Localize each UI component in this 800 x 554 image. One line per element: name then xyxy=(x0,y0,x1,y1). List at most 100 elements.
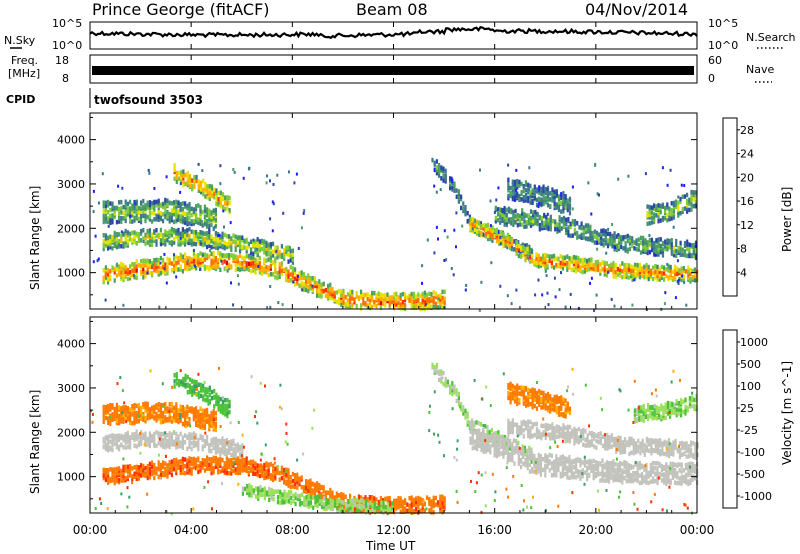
power-speckle xyxy=(437,297,440,301)
power-cell xyxy=(694,201,697,207)
power-speckle xyxy=(276,173,279,177)
velocity-cell xyxy=(219,447,222,452)
velocity-cell xyxy=(181,459,184,464)
power-cell xyxy=(146,200,149,206)
power-cell xyxy=(195,178,198,184)
power-cell xyxy=(206,224,209,229)
power-cell xyxy=(192,254,195,259)
power-speckle xyxy=(506,294,509,298)
velocity-cell xyxy=(480,431,483,437)
power-cell xyxy=(219,255,222,261)
power-cell xyxy=(212,216,215,221)
velocity-cell xyxy=(188,377,192,382)
velocity-cell xyxy=(269,462,272,467)
power-cell xyxy=(528,249,531,254)
noise-panel: N.Sky 10^5 10^0 10^5 10^0 N.Search xyxy=(4,17,796,52)
power-cell xyxy=(192,218,195,224)
velocity-cell xyxy=(107,420,110,425)
power-cell xyxy=(247,266,250,272)
velocity-cell xyxy=(349,493,352,499)
power-cell xyxy=(214,245,217,250)
power-cell xyxy=(239,235,242,240)
velocity-cell xyxy=(208,443,211,448)
velocity-cell xyxy=(232,468,235,474)
power-cell xyxy=(131,237,134,243)
power-cell xyxy=(157,198,160,204)
power-cell xyxy=(547,223,550,229)
power-cell xyxy=(421,294,424,299)
power-cell xyxy=(109,207,112,213)
power-cell xyxy=(694,190,697,195)
power-cell xyxy=(234,242,237,247)
power-cell xyxy=(148,259,151,264)
velocity-cell xyxy=(577,469,580,474)
velocity-cell xyxy=(219,406,222,411)
velocity-cell xyxy=(230,471,233,476)
power-cell xyxy=(179,267,182,272)
velocity-cell xyxy=(104,467,107,473)
velocity-cell xyxy=(592,458,595,464)
velocity-cell xyxy=(144,437,147,443)
velocity-cell xyxy=(294,476,297,481)
velocity-cell xyxy=(586,459,589,465)
power-cell xyxy=(298,283,301,288)
power-cell xyxy=(351,292,354,297)
velocity-cell xyxy=(113,416,116,421)
velocity-cell xyxy=(217,469,220,475)
velocity-cell xyxy=(421,508,424,513)
power-cell xyxy=(217,202,220,208)
velocity-cell xyxy=(212,458,215,464)
power-cell xyxy=(234,262,237,267)
velocity-cell xyxy=(294,481,297,486)
velocity-cell xyxy=(457,401,460,407)
power-cell xyxy=(547,226,550,232)
velocity-cell xyxy=(140,405,143,411)
power-cell xyxy=(650,241,654,246)
velocity-cell xyxy=(250,459,253,465)
velocity-cell xyxy=(572,471,575,476)
power-cell xyxy=(287,269,290,274)
velocity-cell xyxy=(575,461,578,466)
velocity-cell xyxy=(232,441,235,447)
power-cell xyxy=(122,263,125,268)
velocity-cell xyxy=(417,495,420,501)
power-cell xyxy=(688,200,691,205)
power-cell xyxy=(267,242,270,247)
velocity-cell xyxy=(118,447,121,452)
velocity-cell xyxy=(449,384,452,389)
velocity-cell xyxy=(129,407,132,412)
velocity-cell xyxy=(151,471,154,477)
power-cell xyxy=(215,190,218,196)
velocity-cell xyxy=(195,462,198,467)
power-cell xyxy=(115,262,118,268)
velocity-cell xyxy=(115,418,118,424)
power-speckle xyxy=(558,288,561,292)
velocity-cell xyxy=(144,401,147,406)
power-cell xyxy=(140,269,143,275)
velocity-cell xyxy=(537,469,540,474)
velocity-cell xyxy=(588,463,591,468)
velocity-cell xyxy=(175,457,178,463)
power-cell xyxy=(135,275,138,281)
power-cell xyxy=(566,267,569,272)
velocity-cell xyxy=(137,465,140,470)
power-cell xyxy=(215,188,218,193)
power-cell xyxy=(564,255,567,260)
power-cell xyxy=(572,261,575,267)
velocity-cell xyxy=(307,488,310,493)
power-cell xyxy=(683,241,687,246)
power-cell xyxy=(654,264,657,269)
velocity-cell xyxy=(239,451,242,457)
power-cell xyxy=(236,239,239,244)
power-speckle xyxy=(237,282,240,286)
power-cell xyxy=(542,253,545,259)
power-cell xyxy=(567,225,570,230)
station-title: Prince George (fitACF) xyxy=(92,0,270,19)
power-cell xyxy=(500,236,503,242)
power-cell xyxy=(412,294,415,300)
velocity-cell xyxy=(140,435,143,441)
velocity-cell xyxy=(109,476,112,482)
power-speckle xyxy=(644,172,647,176)
power-cell xyxy=(565,217,568,222)
velocity-cell xyxy=(184,457,187,462)
